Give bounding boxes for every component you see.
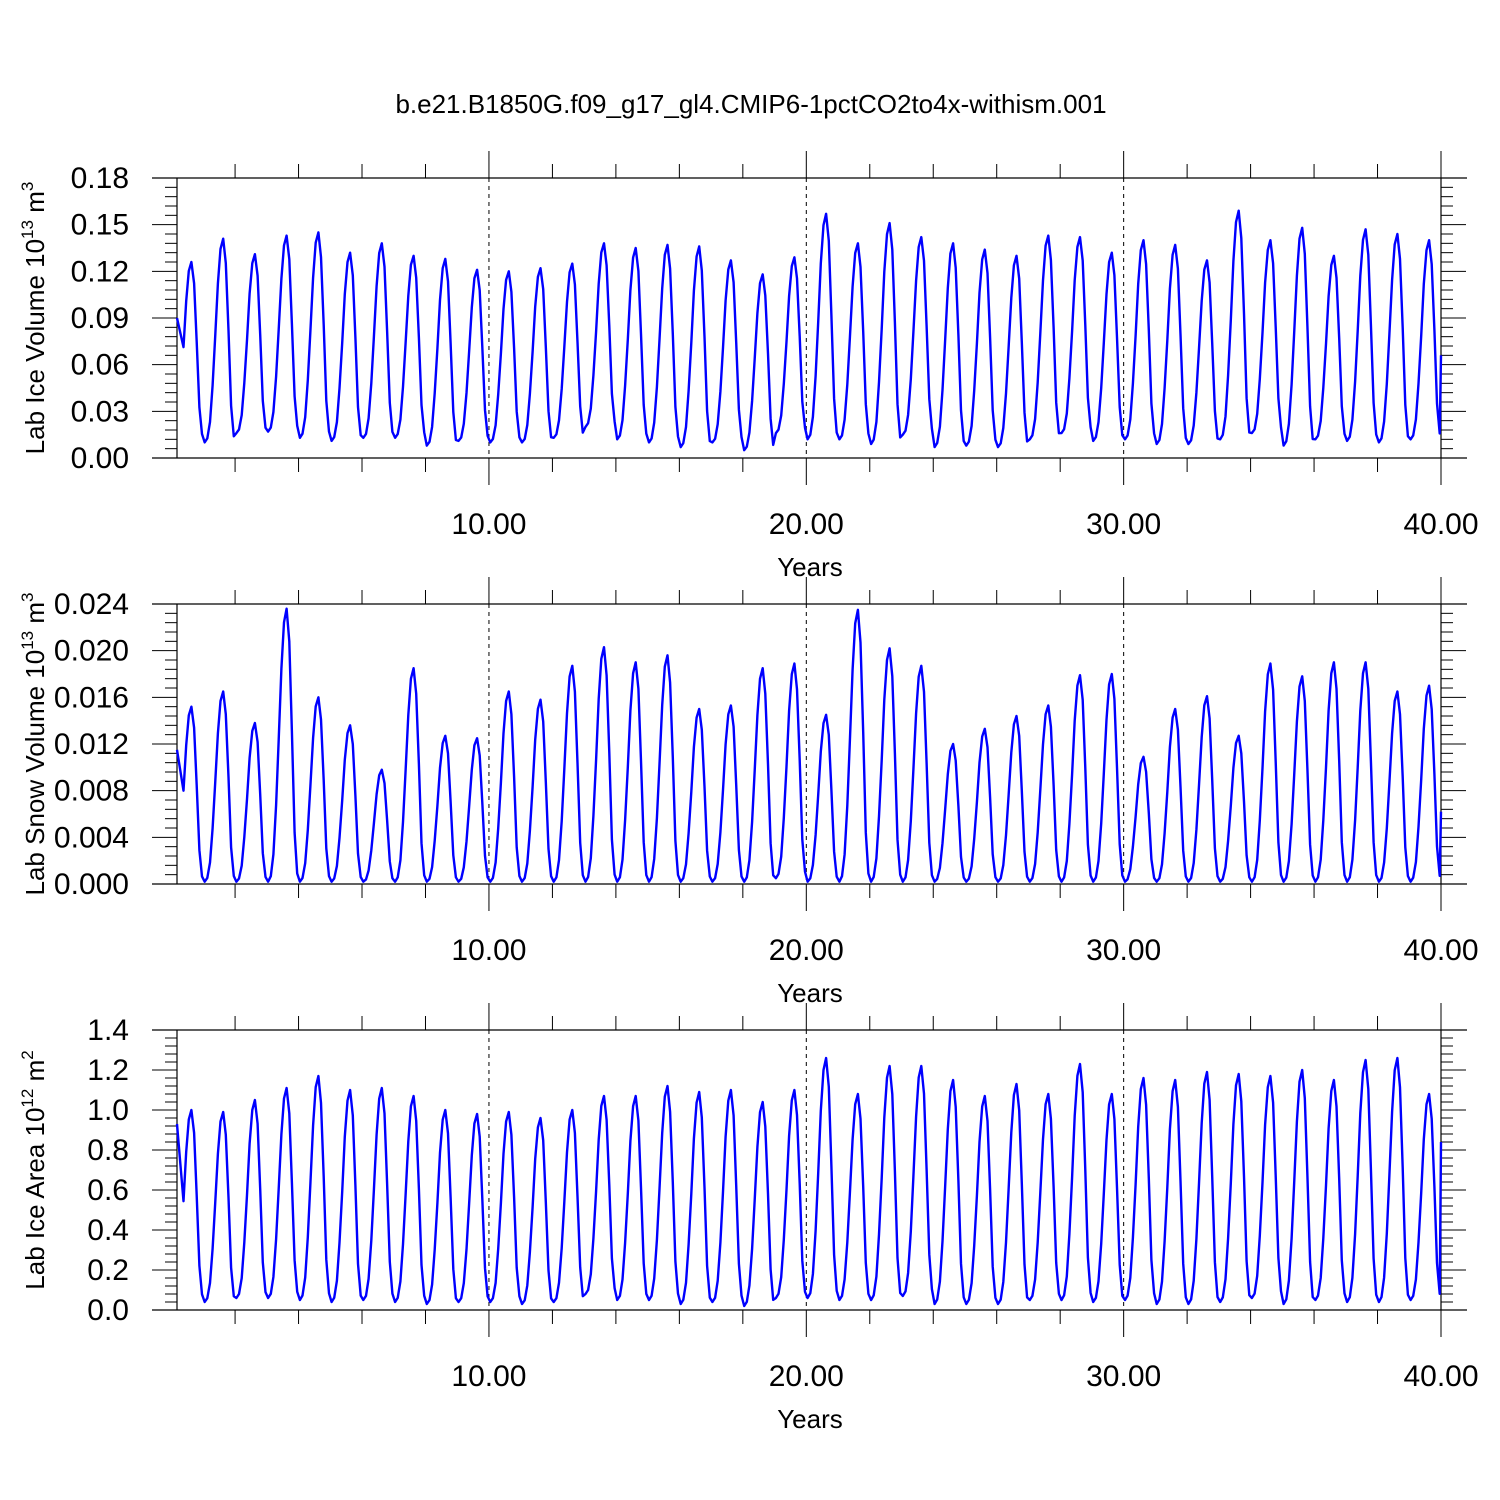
- x-axis-label: Years: [777, 978, 843, 1008]
- y-axis-label-exponent: 13: [18, 631, 37, 650]
- y-axis-label-unit-exponent: 2: [18, 1050, 37, 1059]
- xtick-label: 20.00: [769, 508, 844, 541]
- ytick-label: 0.012: [54, 728, 129, 761]
- ytick-label: 0.2: [87, 1254, 129, 1287]
- panel-2: 0.000 0.004 0.008 0.012 0.016 0.020 0.024 10.00…: [18, 577, 1479, 1008]
- y-axis-label-base: Lab Ice Volume 10: [20, 239, 50, 454]
- y-axis-label: Lab Ice Volume 1013 m3: [18, 182, 50, 455]
- xtick-label: 40.00: [1403, 508, 1478, 541]
- figure-title: b.e21.B1850G.f09_g17_gl4.CMIP6-1pctCO2to…: [395, 89, 1106, 119]
- y-axis-label-exponent: 12: [18, 1089, 37, 1108]
- ytick-label: 0.18: [71, 162, 129, 195]
- y-axis-label-unit: m: [20, 1060, 50, 1089]
- y-axis-label-base: Lab Snow Volume 10: [20, 650, 50, 896]
- ytick-label: 0.09: [71, 302, 129, 335]
- ytick-label: 0.024: [54, 588, 129, 621]
- xtick-label: 10.00: [451, 934, 526, 967]
- ytick-label: 0.03: [71, 395, 129, 428]
- ytick-label: 0.000: [54, 868, 129, 901]
- series-line: [175, 607, 1443, 883]
- x-axis-label: Years: [777, 1404, 843, 1434]
- ytick-label: 0.8: [87, 1134, 129, 1167]
- series-line: [175, 209, 1443, 452]
- xtick-label: 10.00: [451, 508, 526, 541]
- y-axis-label: Lab Ice Area 1012 m2: [18, 1050, 50, 1289]
- panel-3: 0.0 0.2 0.4 0.6 0.8 1.0 1.2 1.4 10.00 20.00 30.00 4…: [18, 1003, 1479, 1434]
- x-axis-label: Years: [777, 552, 843, 582]
- y-axis-label-unit-exponent: 3: [18, 592, 37, 601]
- xtick-label: 20.00: [769, 934, 844, 967]
- panel-1: 0.00 0.03 0.06 0.09 0.12 0.15 0.18 10.00 20.00 30…: [18, 151, 1479, 582]
- xtick-label: 30.00: [1086, 1360, 1161, 1393]
- ytick-label: 0.6: [87, 1174, 129, 1207]
- xtick-label: 30.00: [1086, 508, 1161, 541]
- ytick-label: 0.020: [54, 635, 129, 668]
- ytick-label: 0.0: [87, 1294, 129, 1327]
- ytick-label: 1.4: [87, 1014, 129, 1047]
- ytick-label: 0.12: [71, 255, 129, 288]
- ytick-label: 0.15: [71, 209, 129, 242]
- xtick-label: 40.00: [1403, 934, 1478, 967]
- y-axis-label-unit-exponent: 3: [18, 182, 37, 191]
- ytick-label: 0.4: [87, 1214, 129, 1247]
- y-axis-label-unit: m: [20, 191, 50, 220]
- ytick-label: 0.00: [71, 442, 129, 475]
- ytick-label: 0.008: [54, 775, 129, 808]
- y-axis-label-base: Lab Ice Area 10: [20, 1108, 50, 1290]
- y-axis-label-unit: m: [20, 602, 50, 631]
- xtick-label: 30.00: [1086, 934, 1161, 967]
- xtick-label: 40.00: [1403, 1360, 1478, 1393]
- xtick-label: 10.00: [451, 1360, 526, 1393]
- y-axis-label: Lab Snow Volume 1013 m3: [18, 592, 50, 895]
- ytick-label: 0.06: [71, 349, 129, 382]
- series-line: [175, 1056, 1443, 1308]
- ytick-label: 0.004: [54, 821, 129, 854]
- ytick-label: 1.0: [87, 1094, 129, 1127]
- ytick-label: 0.016: [54, 681, 129, 714]
- y-axis-label-exponent: 13: [18, 220, 37, 239]
- ytick-label: 1.2: [87, 1054, 129, 1087]
- xtick-label: 20.00: [769, 1360, 844, 1393]
